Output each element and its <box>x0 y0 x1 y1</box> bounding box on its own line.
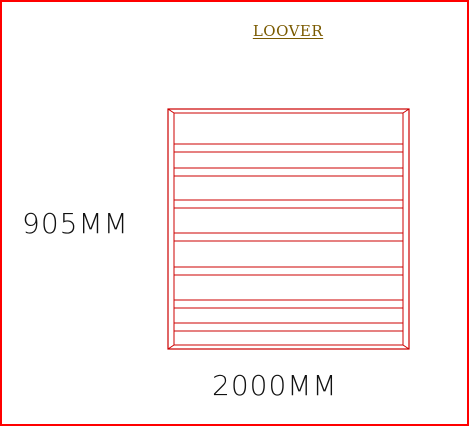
frame-corner-bottom-right <box>403 345 409 349</box>
frame-corner-bottom-left <box>168 345 174 349</box>
louver-inner-frame <box>174 113 403 345</box>
louver-outer-frame <box>168 109 409 349</box>
width-dimension-label: 2000MM <box>212 369 338 402</box>
louver-slats <box>174 144 403 331</box>
height-dimension-label: 905MM <box>22 207 129 240</box>
